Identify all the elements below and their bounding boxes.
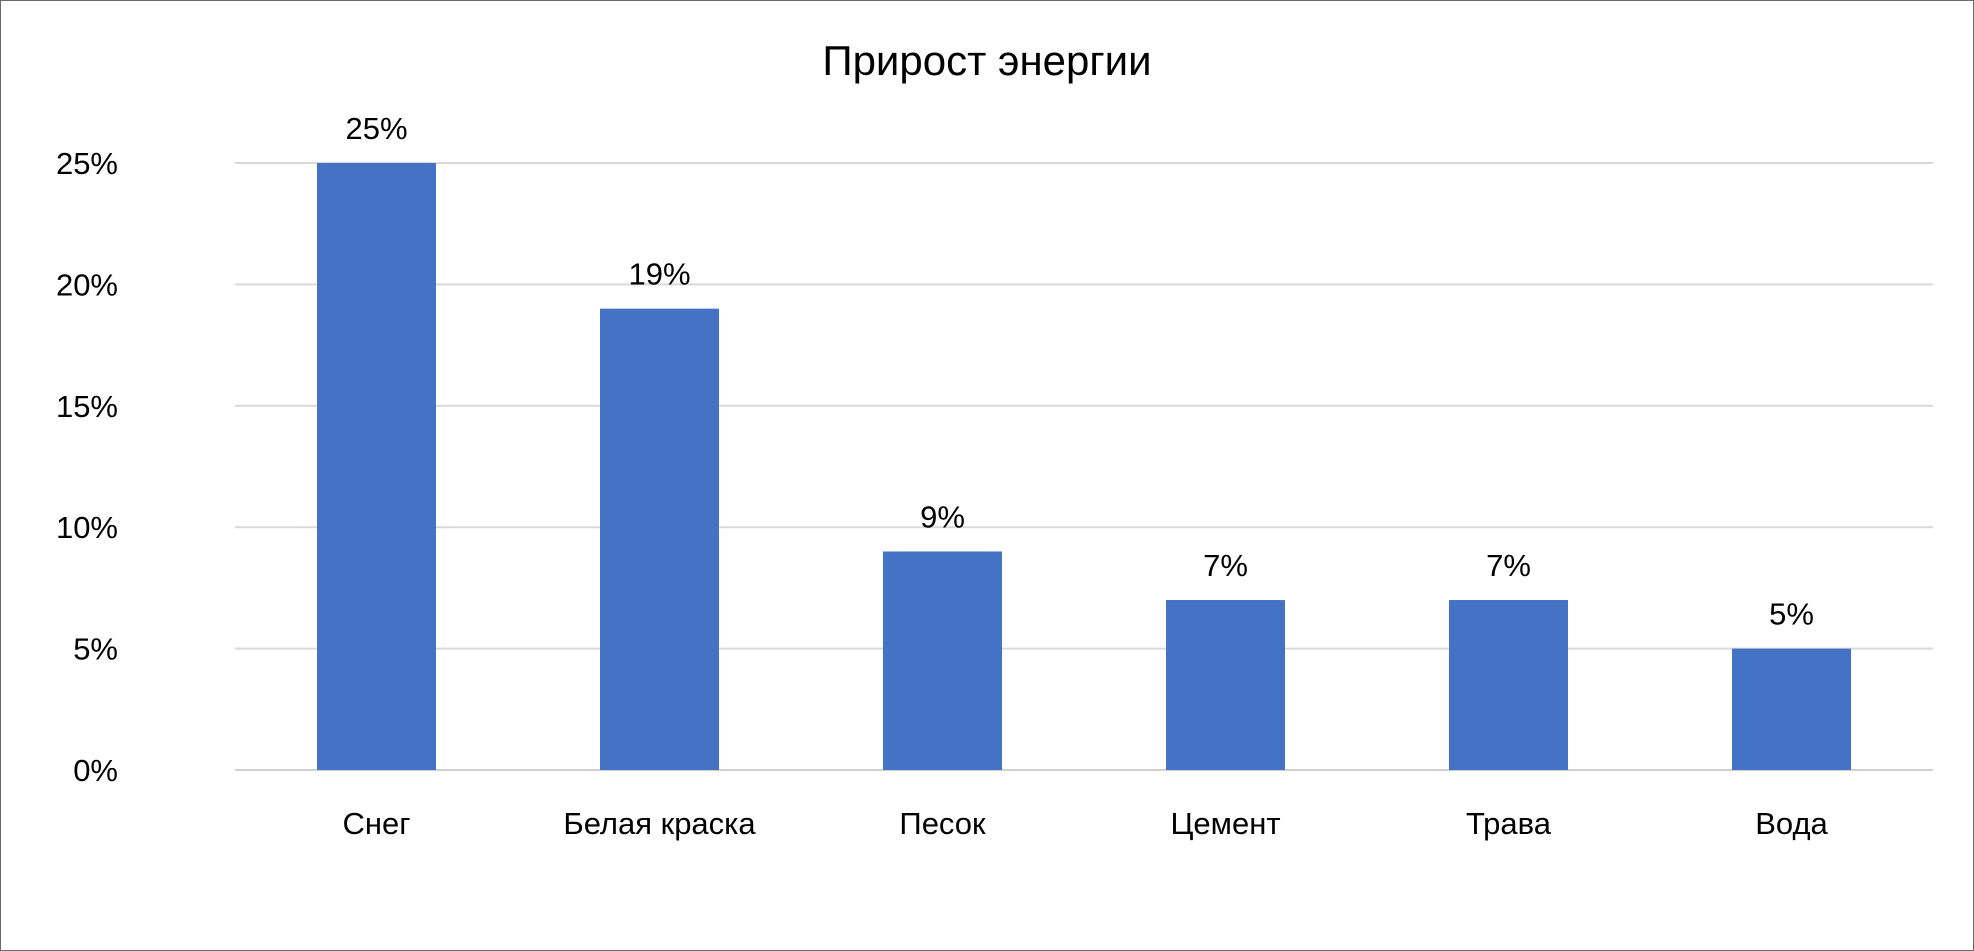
gridlines: [235, 162, 1933, 771]
data-label: 7%: [1486, 548, 1531, 583]
bar-0: [317, 163, 436, 770]
data-label: 7%: [1203, 548, 1248, 583]
category-label: Вода: [1755, 806, 1828, 841]
y-tick-label: 20%: [56, 267, 118, 302]
data-label: 5%: [1769, 597, 1814, 632]
category-label: Снег: [342, 806, 410, 841]
category-label: Трава: [1466, 806, 1552, 841]
data-label: 19%: [628, 257, 690, 292]
category-label: Песок: [899, 806, 986, 841]
bar-1: [600, 308, 719, 770]
bar-3: [1166, 600, 1285, 770]
category-label: Цемент: [1170, 806, 1280, 841]
chart-title: Прирост энергии: [822, 37, 1151, 84]
bars: [317, 163, 1851, 770]
data-labels: 25% 19% 9% 7% 7% 5%: [345, 111, 1813, 632]
bar-4: [1449, 600, 1568, 770]
y-tick-label: 15%: [56, 389, 118, 424]
bar-2: [883, 551, 1002, 770]
data-label: 25%: [345, 111, 407, 146]
y-axis-ticks: 0% 5% 10% 15% 20% 25%: [56, 146, 118, 788]
data-label: 9%: [920, 499, 965, 534]
category-label: Белая краска: [563, 806, 756, 841]
y-tick-label: 10%: [56, 510, 118, 545]
x-axis-labels: Снег Белая краска Песок Цемент Трава Вода: [342, 806, 1828, 841]
bar-5: [1732, 648, 1851, 770]
y-tick-label: 5%: [73, 632, 118, 667]
y-tick-label: 25%: [56, 146, 118, 181]
y-tick-label: 0%: [73, 753, 118, 788]
